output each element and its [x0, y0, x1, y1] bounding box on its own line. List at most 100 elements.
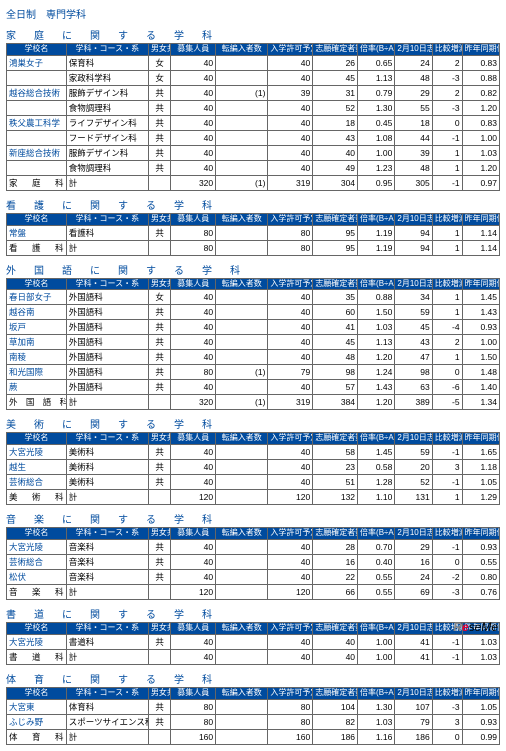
total-cell: 1.20 [358, 395, 395, 410]
col-header: 比較増減 [432, 213, 462, 225]
col-header: 志願確定者数(B) [313, 687, 358, 699]
school-name: 大宮光陵 [7, 445, 67, 460]
cell: 0.83 [462, 55, 499, 70]
cell: 共 [148, 85, 170, 100]
total-cell: 120 [268, 584, 313, 599]
cell: 1.05 [462, 475, 499, 490]
cell: 0.93 [462, 320, 499, 335]
table-row: 鴻巣女子保育科女4040260.652420.83 [7, 55, 500, 70]
cell: 共 [148, 145, 170, 160]
cell [216, 100, 268, 115]
col-header: 男女共 [148, 528, 170, 540]
data-table: 学校名学科・コース・系男女共募集人員転編入者数入学許可予定者数(A)志願確定者数… [6, 622, 500, 665]
cell: 57 [313, 380, 358, 395]
cell: 女 [148, 290, 170, 305]
cell: 0.88 [462, 70, 499, 85]
cell: 40 [268, 460, 313, 475]
total-row: 看 護 科計8080951.199411.14 [7, 240, 500, 255]
col-header: 入学許可予定者数(A) [268, 278, 313, 290]
cell: 40 [313, 145, 358, 160]
cell: -6 [432, 380, 462, 395]
col-header: 学校名 [7, 528, 67, 540]
total-row: 外 国 語 科計320(1)3193841.20389-51.34 [7, 395, 500, 410]
col-header: 転編入者数 [216, 433, 268, 445]
table-row: 芸術総合音楽科共4040160.401600.55 [7, 554, 500, 569]
section-title: 体 育 に 関 す る 学 科 [6, 671, 500, 686]
table-row: 越生美術科共4040230.582031.18 [7, 460, 500, 475]
course-name: 保育科 [66, 55, 148, 70]
table-row: 坂戸外国語科共4040411.0345-40.93 [7, 320, 500, 335]
cell: 0.83 [462, 115, 499, 130]
cell: 1.48 [462, 365, 499, 380]
cell: 1.00 [462, 130, 499, 145]
cell: 1 [432, 305, 462, 320]
cell: 1.45 [462, 290, 499, 305]
cell: 共 [148, 365, 170, 380]
cell: 40 [171, 569, 216, 584]
course-name: 体育科 [66, 699, 148, 714]
cell: 43 [313, 130, 358, 145]
total-cell: 40 [313, 649, 358, 664]
cell: 0.70 [358, 539, 395, 554]
table-row: 蕨外国語科共4040571.4363-61.40 [7, 380, 500, 395]
total-cell: 1.10 [358, 490, 395, 505]
section-title: 家 庭 に 関 す る 学 科 [6, 27, 500, 42]
cell: 26 [313, 55, 358, 70]
total-row: 体 育 科計1601601861.1618600.99 [7, 729, 500, 744]
cell: 40 [171, 350, 216, 365]
course-name: 外国語科 [66, 320, 148, 335]
col-header: 倍率(B÷A) [358, 213, 395, 225]
col-header: 入学許可予定者数(A) [268, 622, 313, 634]
col-header: 2月10日志願者数 [395, 278, 432, 290]
total-cell: 0.95 [358, 175, 395, 190]
col-header: 学科・コース・系 [66, 528, 148, 540]
cell: 49 [313, 160, 358, 175]
course-name: 服飾デザイン科 [66, 145, 148, 160]
data-table: 学校名学科・コース・系男女共募集人員転編入者数入学許可予定者数(A)志願確定者数… [6, 432, 500, 505]
total-cell: 384 [313, 395, 358, 410]
cell: 80 [171, 365, 216, 380]
table-row: 越谷南外国語科共4040601.505911.43 [7, 305, 500, 320]
table-row: 秩父農工科学ライフデザイン科共4040180.451800.83 [7, 115, 500, 130]
cell: 40 [171, 539, 216, 554]
col-header: 募集人員 [171, 213, 216, 225]
school-name: 大宮光陵 [7, 539, 67, 554]
cell: 59 [395, 305, 432, 320]
cell [216, 70, 268, 85]
cell: 98 [395, 365, 432, 380]
cell: (1) [216, 365, 268, 380]
cell: 1.24 [358, 365, 395, 380]
cell: 41 [313, 320, 358, 335]
cell: 0 [432, 554, 462, 569]
total-cell: 1.19 [358, 240, 395, 255]
col-header: 募集人員 [171, 433, 216, 445]
total-row: 美 術 科計1201201321.1013111.29 [7, 490, 500, 505]
total-cell: 0.76 [462, 584, 499, 599]
cell: -3 [432, 100, 462, 115]
cell: 79 [268, 365, 313, 380]
total-cell: 1 [432, 490, 462, 505]
col-header: 学校名 [7, 44, 67, 56]
total-cell: 131 [395, 490, 432, 505]
cell: 40 [268, 350, 313, 365]
total-cell: 1.16 [358, 729, 395, 744]
col-header: 入学許可予定者数(A) [268, 528, 313, 540]
total-cell: 1.00 [358, 649, 395, 664]
cell: 23 [313, 460, 358, 475]
total-cell: 120 [268, 490, 313, 505]
cell: 1.03 [462, 145, 499, 160]
cell: 39 [395, 145, 432, 160]
total-cell: 0.97 [462, 175, 499, 190]
section-title: 看 護 に 関 す る 学 科 [6, 197, 500, 212]
course-name: 音楽科 [66, 554, 148, 569]
col-header: 転編入者数 [216, 528, 268, 540]
cell: 3 [432, 714, 462, 729]
cell: 0.88 [358, 290, 395, 305]
col-header: 2月10日志願者数 [395, 44, 432, 56]
cell: 1.40 [462, 380, 499, 395]
cell [216, 445, 268, 460]
col-header: 学科・コース・系 [66, 278, 148, 290]
col-header: 倍率(B÷A) [358, 687, 395, 699]
total-cell: -3 [432, 584, 462, 599]
cell: 共 [148, 445, 170, 460]
